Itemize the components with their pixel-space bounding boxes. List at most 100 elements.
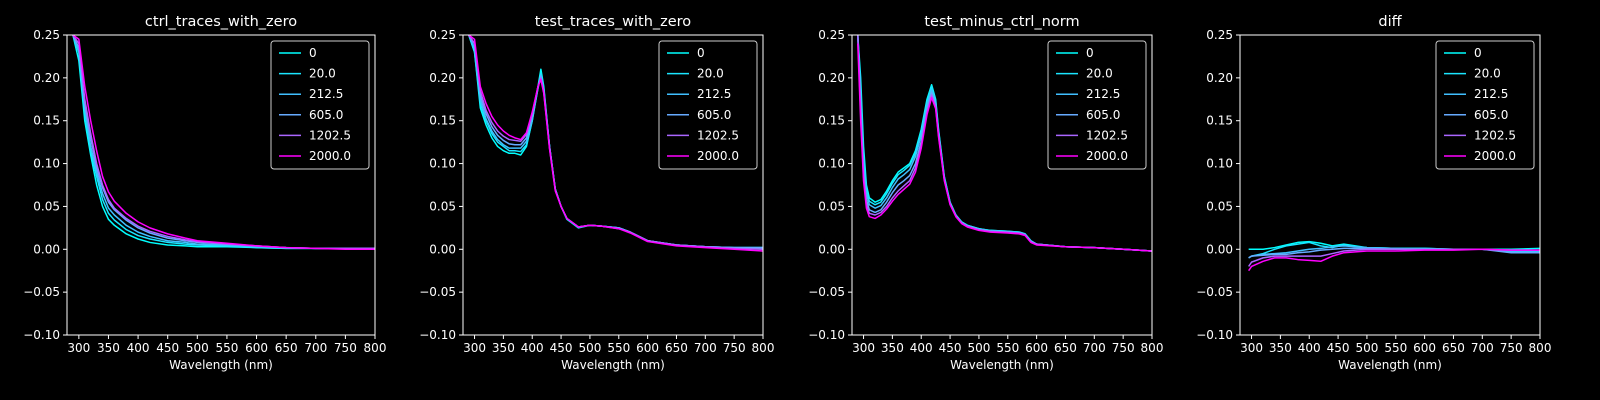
y-tick-label: −0.10 — [808, 328, 845, 342]
legend-entry: 1202.5 — [1474, 128, 1516, 142]
x-axis-label: Wavelength (nm) — [169, 358, 273, 372]
y-tick-label: −0.10 — [1196, 328, 1233, 342]
x-tick-label: 600 — [245, 341, 268, 355]
y-tick-label: 0.00 — [818, 242, 845, 256]
chart-panel-4: 300 350 400 450 500 550 600 650 700 750 800 −0.10 −0… — [1196, 14, 1551, 372]
x-tick-label: 600 — [1413, 341, 1436, 355]
legend: 0 20.0 212.5 605.0 1202.5 2000.0 — [658, 40, 758, 170]
series-line-2000-0 — [468, 35, 763, 252]
x-tick-label: 450 — [550, 341, 573, 355]
chart-title: test_minus_ctrl_norm — [924, 14, 1079, 30]
x-tick-label: 650 — [665, 341, 688, 355]
y-tick-label: 0.20 — [429, 71, 456, 85]
y-tick-label: 0.25 — [818, 28, 845, 42]
legend-entry: 0 — [1474, 46, 1482, 60]
legend-entry: 605.0 — [1086, 108, 1120, 122]
x-tick-label: 400 — [521, 341, 544, 355]
x-tick-label: 700 — [304, 341, 327, 355]
series-line-20-0 — [72, 35, 375, 250]
legend-entry: 605.0 — [1474, 108, 1508, 122]
x-tick-label: 550 — [215, 341, 238, 355]
y-tick-label: 0.00 — [33, 242, 60, 256]
y-tick-label: 0.10 — [429, 157, 456, 171]
legend-entry: 2000.0 — [1474, 149, 1516, 163]
x-tick-label: 400 — [910, 341, 933, 355]
x-tick-label: 550 — [996, 341, 1019, 355]
x-tick-label: 800 — [1141, 341, 1164, 355]
legend-entry: 212.5 — [697, 87, 731, 101]
legend-entry: 1202.5 — [1086, 128, 1128, 142]
chart-panel-3: 300 350 400 450 500 550 600 650 700 750 800 −0.10 −0… — [808, 14, 1163, 372]
legend: 0 20.0 212.5 605.0 1202.5 2000.0 — [1047, 40, 1147, 170]
x-tick-label: 650 — [1054, 341, 1077, 355]
x-tick-label: 300 — [852, 341, 875, 355]
x-tick-label: 350 — [97, 341, 120, 355]
y-tick-label: 0.20 — [1206, 71, 1233, 85]
legend-entry: 605.0 — [309, 108, 343, 122]
y-tick-label: 0.25 — [1206, 28, 1233, 42]
x-tick-label: 750 — [1500, 341, 1523, 355]
y-tick-label: 0.15 — [33, 114, 60, 128]
x-tick-label: 800 — [752, 341, 775, 355]
legend-entry: 0 — [697, 46, 705, 60]
y-tick-label: 0.20 — [818, 71, 845, 85]
y-tick-label: −0.05 — [23, 285, 60, 299]
y-tick-label: −0.05 — [1196, 285, 1233, 299]
x-axis-label: Wavelength (nm) — [1338, 358, 1442, 372]
legend-entry: 2000.0 — [697, 149, 739, 163]
x-tick-label: 650 — [1442, 341, 1465, 355]
legend-entry: 1202.5 — [697, 128, 739, 142]
x-tick-label: 400 — [127, 341, 150, 355]
y-tick-label: −0.10 — [23, 328, 60, 342]
legend-entry: 20.0 — [1474, 67, 1501, 81]
legend-entry: 20.0 — [1086, 67, 1113, 81]
x-tick-label: 450 — [1327, 341, 1350, 355]
legend-entry: 605.0 — [697, 108, 731, 122]
legend-entry: 212.5 — [1474, 87, 1508, 101]
x-tick-label: 300 — [463, 341, 486, 355]
y-tick-label: −0.10 — [419, 328, 456, 342]
y-tick-label: 0.10 — [33, 157, 60, 171]
x-tick-label: 600 — [636, 341, 659, 355]
y-tick-label: 0.05 — [818, 199, 845, 213]
chart-title: test_traces_with_zero — [535, 14, 692, 30]
legend-entry: 2000.0 — [1086, 149, 1128, 163]
x-tick-label: 350 — [881, 341, 904, 355]
x-tick-label: 700 — [694, 341, 717, 355]
legend-entry: 0 — [309, 46, 317, 60]
y-tick-label: −0.05 — [808, 285, 845, 299]
x-tick-label: 800 — [364, 341, 387, 355]
x-tick-label: 800 — [1529, 341, 1552, 355]
x-tick-label: 450 — [939, 341, 962, 355]
x-tick-label: 500 — [1355, 341, 1378, 355]
y-tick-label: 0.05 — [429, 199, 456, 213]
y-tick-label: 0.05 — [1206, 199, 1233, 213]
legend-entry: 20.0 — [697, 67, 724, 81]
axes-frame — [851, 34, 1153, 336]
x-tick-label: 700 — [1083, 341, 1106, 355]
legend: 0 20.0 212.5 605.0 1202.5 2000.0 — [270, 40, 370, 170]
x-tick-label: 750 — [1112, 341, 1135, 355]
axes-frame — [66, 34, 376, 336]
axes-frame — [462, 34, 764, 336]
axes-frame — [1239, 34, 1541, 336]
y-tick-label: 0.05 — [33, 199, 60, 213]
x-tick-label: 350 — [492, 341, 515, 355]
chart-panel-1: 300 350 400 450 500 550 600 650 700 750 800 −0.10 −0… — [23, 14, 386, 372]
x-tick-label: 600 — [1025, 341, 1048, 355]
y-tick-label: 0.25 — [429, 28, 456, 42]
x-tick-label: 550 — [1384, 341, 1407, 355]
x-tick-label: 450 — [156, 341, 179, 355]
legend: 0 20.0 212.5 605.0 1202.5 2000.0 — [1435, 40, 1535, 170]
legend-entry: 212.5 — [1086, 87, 1120, 101]
chart-title: ctrl_traces_with_zero — [145, 14, 297, 30]
x-tick-label: 750 — [723, 341, 746, 355]
x-axis-label: Wavelength (nm) — [561, 358, 665, 372]
legend-entry: 20.0 — [309, 67, 336, 81]
x-tick-label: 750 — [334, 341, 357, 355]
y-tick-label: 0.15 — [818, 114, 845, 128]
y-tick-label: −0.05 — [419, 285, 456, 299]
x-tick-label: 500 — [578, 341, 601, 355]
legend-entry: 2000.0 — [309, 149, 351, 163]
